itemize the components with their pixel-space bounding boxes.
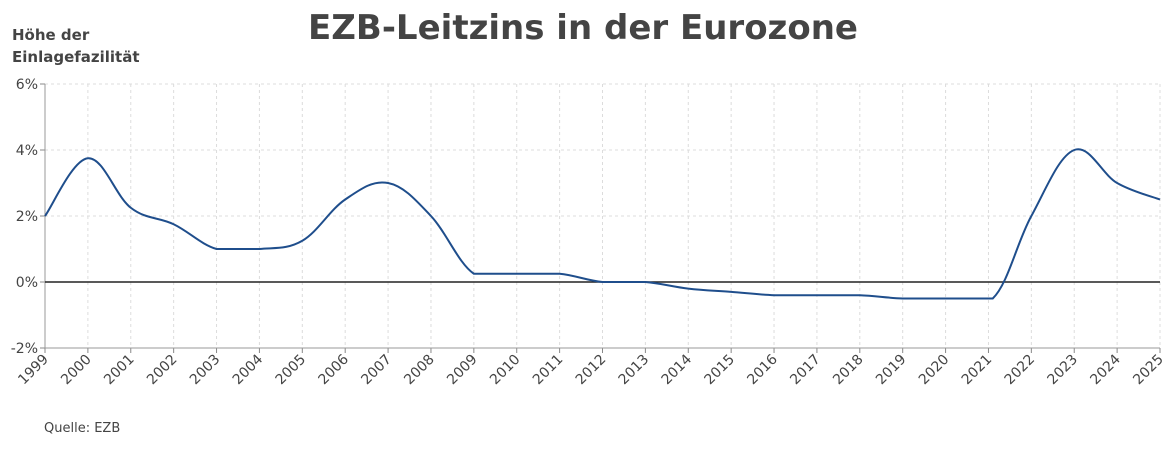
chart-title: EZB-Leitzins in der Eurozone xyxy=(308,8,858,48)
y-axis-label: Höhe der Einlagefazilität xyxy=(12,24,172,68)
x-tick-label: 2022 xyxy=(1002,352,1039,389)
x-tick-label: 2019 xyxy=(873,352,910,389)
x-tick-label: 2018 xyxy=(830,352,867,389)
x-tick-label: 2005 xyxy=(273,352,310,389)
grid xyxy=(44,83,1161,349)
y-tick-label: 4% xyxy=(16,143,38,159)
x-tick-label: 2011 xyxy=(530,352,567,389)
x-tick-label: 2016 xyxy=(744,351,781,388)
y-tick-label: 6% xyxy=(16,77,38,93)
x-tick-label: 2014 xyxy=(659,351,696,388)
x-tick-label: 2004 xyxy=(230,351,267,388)
x-tick-label: 2024 xyxy=(1087,351,1124,388)
y-axis-label-line-1: Höhe der xyxy=(12,26,90,44)
x-tick-label: 2025 xyxy=(1130,352,1166,389)
x-tick-label: 2013 xyxy=(616,352,653,389)
x-tick-label: 2006 xyxy=(316,351,353,388)
y-tick-label: -2% xyxy=(11,341,38,357)
x-tick-label: 2007 xyxy=(358,352,395,389)
x-tick-label: 2010 xyxy=(487,352,524,389)
x-tick-label: 2001 xyxy=(101,352,138,389)
x-tick-label: 2015 xyxy=(701,352,738,389)
x-tick-label: 2021 xyxy=(959,352,996,389)
x-tick-label: 2017 xyxy=(787,352,824,389)
x-tick-label: 2002 xyxy=(144,352,181,389)
x-tick-label: 2012 xyxy=(573,352,610,389)
axes xyxy=(40,83,1161,353)
x-tick-label: 2020 xyxy=(916,352,953,389)
tick-labels: 1999 2000 2001 2002 2003 2004 2005 2006 2007 2008… xyxy=(11,77,1166,388)
x-tick-label: 2008 xyxy=(401,352,438,389)
y-axis-label-line-2: Einlagefazilität xyxy=(12,48,140,66)
x-tick-label: 2023 xyxy=(1045,352,1082,389)
x-tick-label: 2000 xyxy=(58,352,95,389)
series-layer xyxy=(44,148,1161,300)
y-tick-label: 2% xyxy=(16,209,38,225)
source-note: Quelle: EZB xyxy=(44,421,121,436)
y-tick-label: 0% xyxy=(16,275,38,291)
series-line xyxy=(44,148,1161,300)
x-tick-label: 2003 xyxy=(187,352,224,389)
x-tick-label: 2009 xyxy=(444,352,481,389)
